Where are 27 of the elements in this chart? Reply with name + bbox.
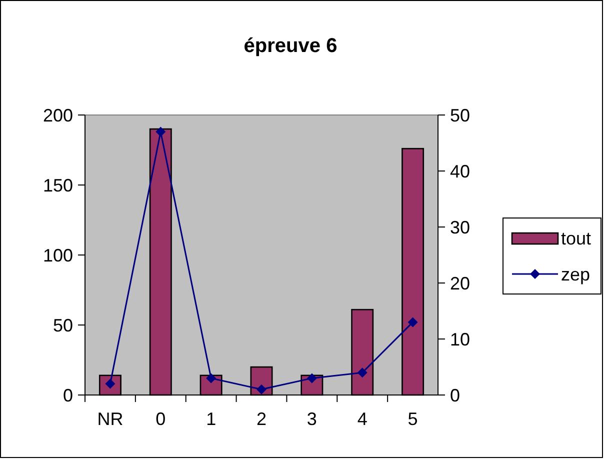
y2-tick-label: 50	[450, 105, 470, 126]
x-tick-label: 4	[357, 409, 368, 429]
x-tick-label: 2	[256, 409, 267, 429]
legend-label: tout	[561, 228, 592, 248]
x-tick-label: 0	[156, 409, 166, 429]
y2-tick-label: 30	[450, 217, 470, 238]
point	[408, 317, 418, 328]
y2-tick-label: 0	[450, 385, 460, 406]
x-tick-label: 5	[408, 409, 418, 429]
point	[256, 384, 266, 394]
point	[206, 373, 216, 384]
y-tick-label: 100	[42, 245, 73, 266]
point	[156, 126, 166, 137]
y2-tick-label: 20	[450, 273, 470, 294]
y-tick-label: 200	[42, 105, 73, 126]
y-tick-label: 0	[62, 385, 73, 406]
y2-tick-label: 40	[450, 161, 470, 182]
x-tick-label: 1	[206, 409, 216, 429]
point	[306, 373, 317, 384]
y-tick-label: 150	[42, 175, 73, 196]
x-tick-label: NR	[97, 409, 124, 429]
y-tick-label: 50	[52, 315, 73, 336]
x-tick-label: 3	[306, 409, 317, 429]
point	[357, 368, 368, 378]
legend-label: zep	[561, 264, 590, 284]
y2-tick-label: 10	[450, 329, 470, 350]
chart-title: épreuve 6	[244, 35, 338, 57]
